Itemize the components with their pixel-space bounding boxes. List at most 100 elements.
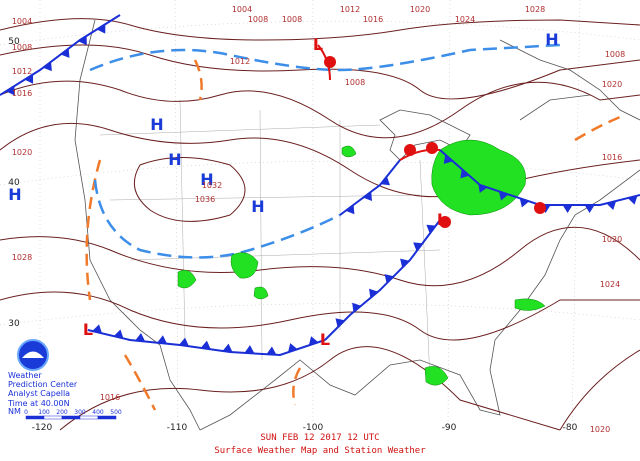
credit-line: Analyst Capella xyxy=(8,389,70,398)
high-center: H xyxy=(200,170,213,189)
time-note: Time at 40.00N xyxy=(7,399,70,408)
front-symbol xyxy=(627,195,638,205)
front-symbol xyxy=(113,329,124,339)
front-symbol xyxy=(244,345,255,354)
front-symbol xyxy=(78,35,87,46)
front-symbol xyxy=(363,191,372,201)
isobar-label: 1020 xyxy=(590,425,610,434)
labels: SUN FEB 12 2017 12 UTC Surface Weather M… xyxy=(7,371,426,456)
isobar-label: 1012 xyxy=(12,67,32,76)
isobar xyxy=(133,157,246,222)
isobar-label: 1008 xyxy=(12,43,32,52)
isobar-label: 1036 xyxy=(195,195,215,204)
front-symbol xyxy=(157,335,168,344)
latitude-label: 50 xyxy=(8,37,20,47)
map-layer xyxy=(0,0,640,431)
trough xyxy=(193,59,203,101)
low-center: L xyxy=(83,320,93,339)
front-symbol xyxy=(200,340,211,350)
credit-line: Prediction Center xyxy=(8,380,78,389)
longitude-label: -80 xyxy=(563,423,578,433)
isobar-label: 1020 xyxy=(602,80,622,89)
isobar-label: 1032 xyxy=(202,181,222,190)
scale-mark: 300 xyxy=(74,409,86,416)
credit-line: Weather xyxy=(8,371,42,380)
front-symbol xyxy=(460,169,470,179)
low-center: L xyxy=(320,330,330,349)
front-symbol xyxy=(519,198,530,208)
isobar-label: 1016 xyxy=(12,89,32,98)
front-symbol xyxy=(308,336,319,346)
front-symbol xyxy=(562,205,573,213)
front-symbol xyxy=(380,176,390,186)
canada-coast xyxy=(499,39,640,121)
isobar xyxy=(0,226,640,287)
scale-mark: 400 xyxy=(92,409,104,416)
isobar-label: 1024 xyxy=(600,280,620,289)
front-symbol xyxy=(426,224,436,234)
trough xyxy=(123,354,157,411)
high-center: H xyxy=(545,30,558,49)
front-symbol xyxy=(400,258,410,268)
isobar-label: 1020 xyxy=(410,5,430,14)
precip-area xyxy=(514,298,546,311)
front-symbol xyxy=(266,346,277,355)
isobar xyxy=(559,349,640,431)
precip-area xyxy=(341,145,357,158)
scale-mark: 200 xyxy=(56,409,68,416)
front-symbol xyxy=(345,204,355,215)
front-symbol xyxy=(324,56,336,68)
low-center: L xyxy=(313,35,323,54)
graticule xyxy=(0,0,640,431)
front-symbol xyxy=(60,48,70,58)
front-symbol xyxy=(135,333,146,342)
precip-area xyxy=(424,366,449,386)
dry-line xyxy=(93,179,341,259)
isobar xyxy=(0,18,640,41)
high-center: H xyxy=(251,197,264,216)
map-date: SUN FEB 12 2017 12 UTC xyxy=(260,433,379,443)
front-symbol xyxy=(352,302,362,313)
front-symbol xyxy=(222,343,233,353)
front-symbol xyxy=(426,142,438,154)
isobar-label: 1016 xyxy=(602,153,622,162)
low-center: L xyxy=(437,210,447,229)
front-symbol xyxy=(478,183,488,193)
scale-mark: 100 xyxy=(38,409,50,416)
front-symbol xyxy=(92,324,103,334)
trough xyxy=(85,159,102,301)
front-symbol xyxy=(24,74,34,84)
front-symbol xyxy=(498,191,509,201)
front-symbol xyxy=(443,154,453,164)
isobar-label: 1020 xyxy=(12,148,32,157)
precip-area xyxy=(230,252,259,279)
isobar-label: 1016 xyxy=(100,393,120,402)
high-center: H xyxy=(168,150,181,169)
trough xyxy=(292,367,302,406)
state-lines xyxy=(99,99,441,381)
longitude-label: -110 xyxy=(167,423,188,433)
isobar-label: 1008 xyxy=(605,50,625,59)
longitude-label: -100 xyxy=(303,423,324,433)
isobar-label: 1028 xyxy=(525,5,545,14)
trough xyxy=(574,113,626,142)
isobar-label: 1004 xyxy=(12,17,32,26)
scale-mark: 500 xyxy=(110,409,122,416)
isobar-label: 1008 xyxy=(345,78,365,87)
front-symbol xyxy=(413,242,423,252)
isobar-label: 1024 xyxy=(455,15,475,24)
precip-area xyxy=(177,270,197,289)
isobar xyxy=(0,44,640,100)
scale-mark: 0 xyxy=(24,409,28,416)
isobar-label: 1004 xyxy=(232,5,252,14)
isobar xyxy=(0,291,640,341)
isobar-label: 1016 xyxy=(363,15,383,24)
scale-segment xyxy=(61,415,81,420)
front-symbol xyxy=(584,205,595,213)
scale-segment xyxy=(43,415,63,420)
gulf-east-coast xyxy=(199,169,640,431)
isobar-label: 1012 xyxy=(230,57,250,66)
front-symbol xyxy=(96,24,106,34)
